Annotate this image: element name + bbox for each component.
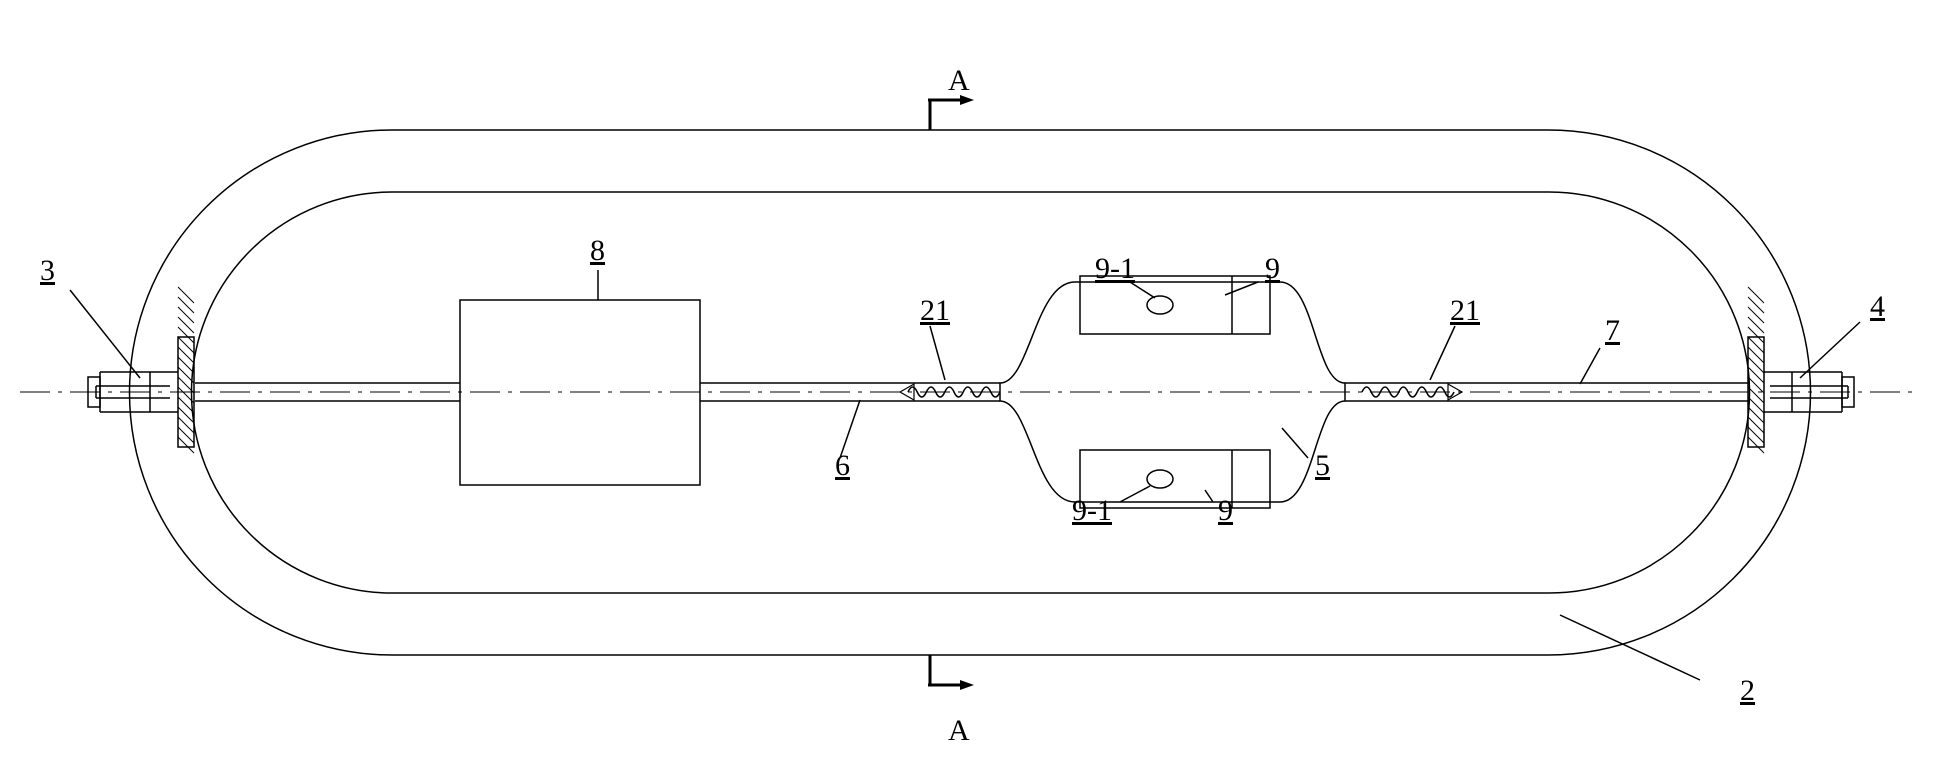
leader-2 bbox=[1560, 615, 1700, 680]
label-9: 9 bbox=[1265, 252, 1280, 285]
label-5: 5 bbox=[1315, 449, 1330, 482]
label-6: 6 bbox=[835, 449, 850, 482]
leader-5 bbox=[1282, 428, 1308, 458]
leader-3 bbox=[70, 290, 140, 378]
hatch bbox=[1748, 317, 1764, 333]
hole-9-1 bbox=[1147, 296, 1173, 314]
label-9-1: 9-1 bbox=[1072, 494, 1112, 527]
hole-9-1 bbox=[1147, 470, 1173, 488]
hatch bbox=[1748, 327, 1764, 343]
hatch bbox=[1748, 427, 1764, 443]
diagram-canvas: A A 2 3 4 5 6 7 8 9 9 9-1 9-1 21 21 bbox=[0, 0, 1934, 784]
hatch bbox=[178, 437, 194, 453]
leader-4 bbox=[1800, 322, 1860, 378]
label-8: 8 bbox=[590, 234, 605, 267]
hatch bbox=[1748, 307, 1764, 323]
hatch bbox=[178, 427, 194, 443]
label-21: 21 bbox=[920, 294, 950, 327]
label-7: 7 bbox=[1605, 314, 1620, 347]
section-label-bot: A bbox=[948, 714, 970, 747]
label-21: 21 bbox=[1450, 294, 1480, 327]
hatch bbox=[178, 337, 194, 353]
hatch bbox=[1748, 407, 1764, 423]
hatch bbox=[1748, 377, 1764, 393]
leader-9b bbox=[1205, 490, 1213, 502]
leader-9a bbox=[1225, 282, 1258, 295]
hatch bbox=[178, 307, 194, 323]
hatch bbox=[1748, 397, 1764, 413]
label-3: 3 bbox=[40, 254, 55, 287]
section-label-top: A bbox=[948, 64, 970, 97]
leader-7 bbox=[1580, 348, 1600, 384]
hatch bbox=[1748, 297, 1764, 313]
hatch bbox=[178, 327, 194, 343]
hatch bbox=[178, 297, 194, 313]
hatch bbox=[1748, 387, 1764, 403]
label-9: 9 bbox=[1218, 494, 1233, 527]
label-4: 4 bbox=[1870, 290, 1885, 323]
hatch bbox=[178, 357, 194, 373]
leader-21a bbox=[930, 326, 945, 380]
leader-9-1b bbox=[1120, 486, 1150, 502]
hatch bbox=[178, 317, 194, 333]
hatch bbox=[178, 347, 194, 363]
hatch bbox=[1748, 337, 1764, 353]
leader-21b bbox=[1430, 326, 1455, 380]
label-9-1: 9-1 bbox=[1095, 252, 1135, 285]
hatch bbox=[1748, 437, 1764, 453]
hatch bbox=[1748, 367, 1764, 383]
hatch bbox=[1748, 347, 1764, 363]
hatch bbox=[1748, 417, 1764, 433]
hatch bbox=[1748, 287, 1764, 303]
hatch bbox=[178, 287, 194, 303]
label-2: 2 bbox=[1740, 674, 1755, 707]
hatch bbox=[178, 417, 194, 433]
hatch bbox=[1748, 357, 1764, 373]
section-arrow-bot bbox=[960, 680, 974, 690]
